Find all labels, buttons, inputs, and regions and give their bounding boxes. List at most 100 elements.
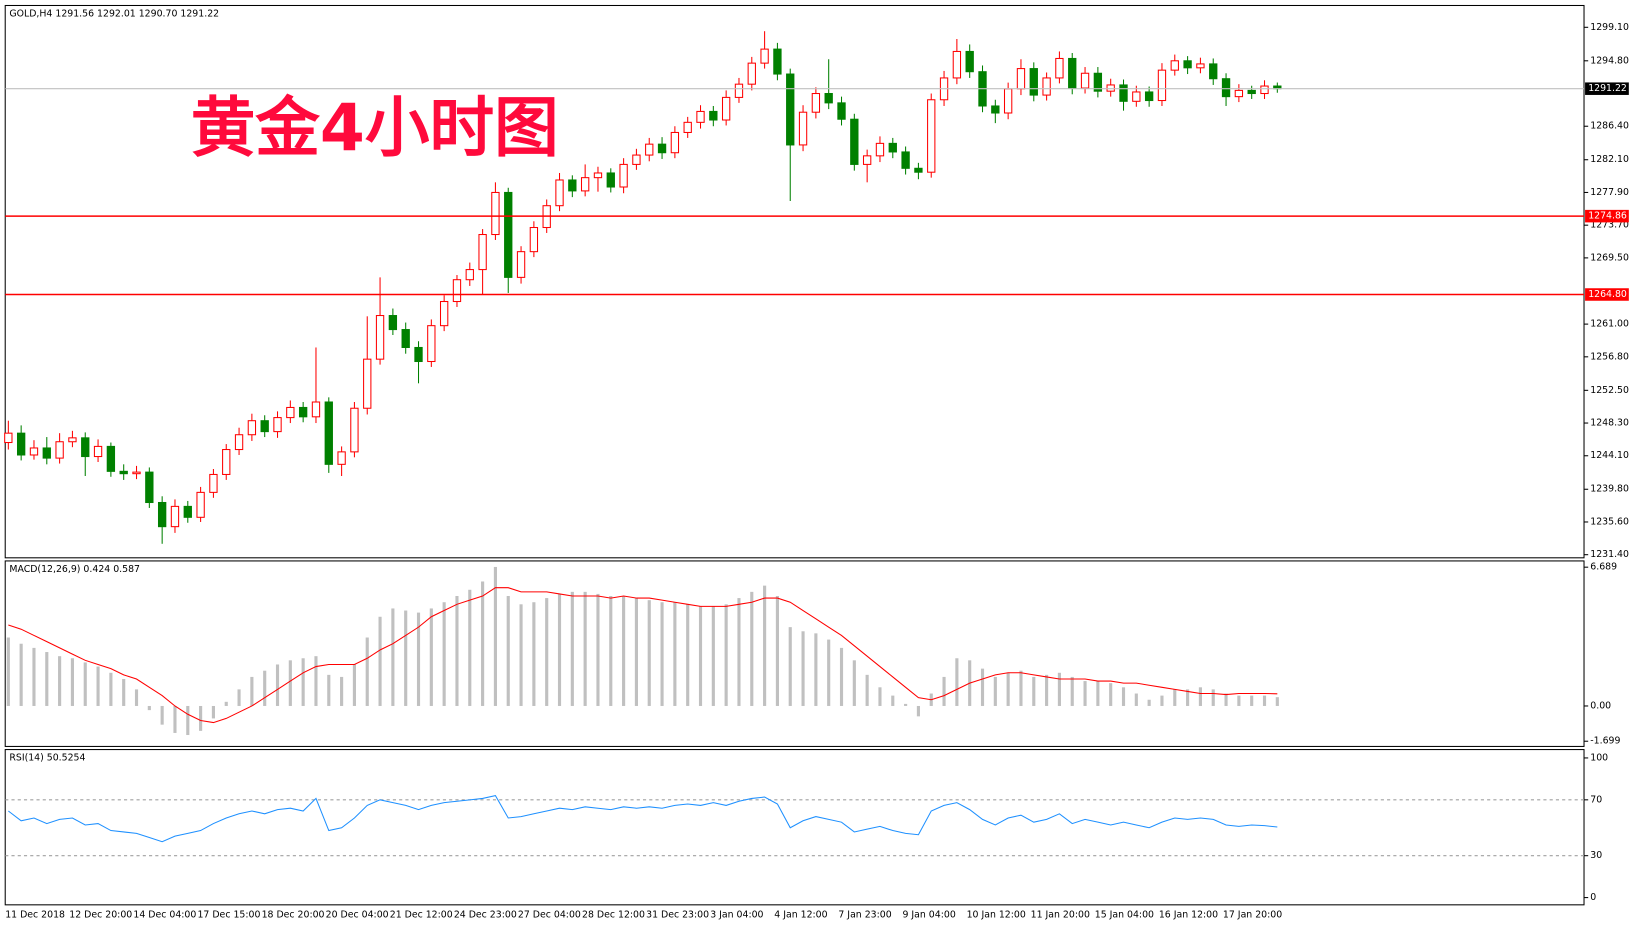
candle-body: [311, 401, 321, 418]
candle-body: [798, 111, 808, 146]
candle-body: [222, 449, 231, 475]
candle-body: [55, 441, 64, 459]
macd-bar: [1262, 695, 1267, 706]
macd-bar: [775, 596, 779, 706]
x-tick-label: 11 Jan 20:00: [1031, 910, 1090, 921]
macd-bar: [801, 631, 805, 706]
y-tick-label: 6.689: [1590, 562, 1617, 573]
x-tick-label: 24 Dec 23:00: [454, 910, 517, 921]
x-tick-label: 21 Dec 12:00: [390, 910, 453, 921]
macd-bar: [622, 596, 626, 706]
macd-bar: [1186, 689, 1190, 706]
macd-bar: [275, 664, 280, 706]
candle-body: [1055, 57, 1064, 79]
y-tick-label: 100: [1590, 752, 1608, 763]
candle-body: [1016, 68, 1026, 90]
macd-bar: [365, 637, 369, 706]
x-tick-label: 12 Dec 20:00: [69, 910, 132, 921]
y-tick-label: 1286.40: [1590, 121, 1629, 132]
macd-bar: [839, 647, 844, 706]
macd-bar: [327, 674, 331, 706]
candle-body: [29, 447, 39, 456]
x-tick-label: 31 Dec 23:00: [646, 910, 709, 921]
macd-bar: [429, 608, 433, 706]
x-tick-label: 11 Dec 2018: [5, 910, 65, 921]
candle-body: [670, 131, 680, 154]
macd-bar: [1134, 693, 1138, 706]
macd-bar: [1006, 672, 1010, 706]
macd-bar: [557, 593, 562, 706]
x-tick-label: 16 Jan 12:00: [1159, 910, 1218, 921]
candle-body: [1221, 78, 1231, 98]
x-tick-label: 20 Dec 04:00: [326, 910, 389, 921]
macd-bar: [596, 593, 600, 706]
macd-bar: [1083, 681, 1087, 706]
y-tick-label: 1235.60: [1590, 516, 1629, 527]
macd-bar: [583, 591, 587, 706]
macd-bar: [1045, 674, 1049, 706]
macd-bar: [481, 581, 485, 706]
macd-bar: [814, 633, 818, 706]
y-tick-label: 1256.80: [1590, 351, 1629, 362]
candle-body: [1068, 57, 1077, 89]
macd-bar: [160, 705, 164, 725]
y-tick-label: 1299.10: [1590, 22, 1629, 33]
y-tick-label: -1.699: [1590, 736, 1620, 747]
candle-body: [1170, 60, 1179, 71]
macd-bar: [1224, 693, 1228, 706]
panel-frame: [4, 749, 1585, 906]
macd-bar: [416, 612, 421, 706]
macd-bar: [955, 658, 959, 706]
candle-body: [1029, 68, 1038, 96]
macd-bar: [301, 658, 305, 706]
y-tick-label: 1294.80: [1590, 55, 1629, 66]
candle-body: [132, 471, 141, 475]
macd-bar: [1275, 697, 1279, 706]
macd-bar: [340, 676, 344, 706]
macd-bar: [698, 606, 703, 706]
macd-bar: [199, 705, 203, 731]
macd-bar: [647, 600, 651, 706]
candle-body: [170, 505, 180, 528]
macd-bar: [506, 596, 510, 706]
candle-body: [81, 437, 90, 458]
macd-bar: [391, 608, 395, 706]
macd-bar: [1070, 676, 1074, 706]
candle-body: [427, 325, 436, 363]
y-tick-label: 1269.50: [1590, 252, 1629, 263]
macd-bar: [1109, 683, 1113, 706]
macd-bar: [532, 602, 536, 706]
price-tag: [1585, 82, 1629, 95]
x-tick-label: 14 Dec 04:00: [133, 910, 196, 921]
candle-body: [734, 83, 744, 98]
candle-body: [709, 110, 718, 121]
candle-body: [914, 167, 923, 173]
candle-body: [901, 151, 910, 169]
candle-body: [234, 434, 244, 451]
candle-body: [286, 406, 295, 419]
candle-body: [1132, 91, 1141, 102]
macd-bar: [916, 705, 920, 717]
candle-body: [888, 142, 897, 153]
y-tick-label: 30: [1590, 850, 1602, 861]
macd-bar: [980, 668, 985, 706]
candle-body: [516, 251, 526, 278]
chart-annotation: 黄金4小时图: [191, 91, 559, 166]
macd-bar: [878, 687, 882, 706]
candle-body: [16, 432, 26, 456]
macd-bar: [493, 566, 497, 706]
macd-bar: [468, 589, 472, 706]
candle-body: [414, 346, 423, 363]
y-tick-label: 0.00: [1590, 700, 1611, 711]
macd-bar: [6, 637, 10, 706]
y-tick-label: 1261.00: [1590, 319, 1629, 330]
candle-body: [401, 329, 410, 348]
candle-body: [760, 48, 769, 64]
macd-bar: [352, 664, 356, 706]
panel-title: MACD(12,26,9) 0.424 0.587: [9, 564, 140, 575]
panel-title: GOLD,H4 1291.56 1292.01 1290.70 1291.22: [9, 8, 219, 19]
macd-bar: [1147, 699, 1151, 706]
candle-body: [1042, 77, 1051, 96]
macd-bar: [211, 705, 215, 719]
